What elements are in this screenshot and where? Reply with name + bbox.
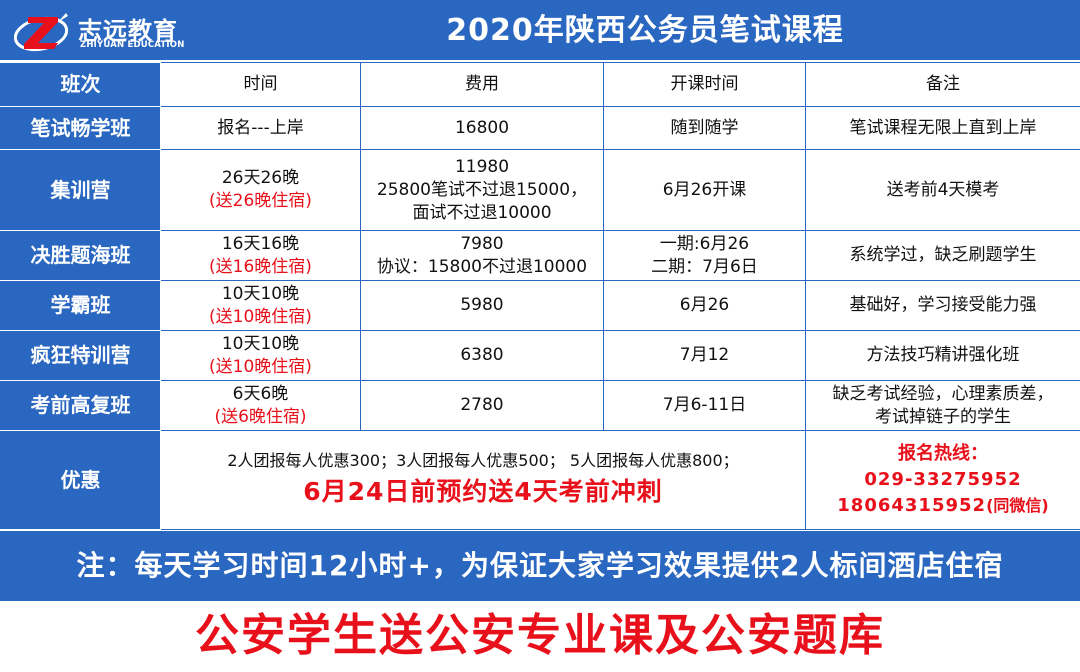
fee-text: 11980 bbox=[454, 156, 510, 177]
lodging-bonus: (送26晚住宿) bbox=[209, 191, 312, 211]
note-cell: 缺乏考试经验，心理素质差， 考试掉链子的学生 bbox=[805, 380, 1080, 431]
fee-text: 25800笔试不过退15000， bbox=[376, 179, 588, 200]
column-header-time: 时间 bbox=[160, 62, 361, 107]
time-text: 26天26晚 bbox=[221, 168, 300, 188]
note-text: 缺乏考试经验，心理素质差， bbox=[832, 383, 1054, 404]
brand-logo: 志远教育 ZHIYUAN EDUCATION bbox=[14, 9, 194, 55]
police-student-banner: 公安学生送公安专业课及公安题库 bbox=[0, 603, 1080, 672]
note-text: 考试掉链子的学生 bbox=[875, 406, 1011, 427]
class-name: 考前高复班 bbox=[0, 380, 161, 431]
time-text: 10天10晚 bbox=[221, 333, 300, 354]
start-text: 6月26 bbox=[679, 295, 730, 315]
note-cell: 笔试课程无限上直到上岸 bbox=[805, 106, 1080, 150]
start-text: 7月12 bbox=[679, 345, 730, 365]
note-text: 方法技巧精讲强化班 bbox=[866, 345, 1020, 365]
note-text: 系统学过，缺乏刷题学生 bbox=[849, 245, 1037, 265]
lodging-bonus: (送6晚住宿) bbox=[214, 406, 307, 427]
start-cell: 6月26开课 bbox=[603, 149, 806, 231]
fee-text: 5980 bbox=[460, 295, 504, 315]
class-name: 学霸班 bbox=[0, 280, 161, 331]
table-row: 学霸班 10天10晚 (送10晚住宿) 5980 6月26 基础好，学习接受能力… bbox=[0, 280, 1080, 331]
note-cell: 系统学过，缺乏刷题学生 bbox=[805, 230, 1080, 281]
group-discount-text: 2人团报每人优惠300；3人团报每人优惠500； 5人团报每人优惠800； bbox=[227, 451, 739, 470]
table-row: 考前高复班 6天6晚 (送6晚住宿) 2780 7月6-11日 缺乏考试经验，心… bbox=[0, 380, 1080, 431]
fee-cell: 2780 bbox=[360, 380, 604, 431]
time-text: 10天10晚 bbox=[221, 283, 300, 304]
note-cell: 送考前4天模考 bbox=[805, 149, 1080, 231]
promo-cell: 2人团报每人优惠300；3人团报每人优惠500； 5人团报每人优惠800； 6月… bbox=[160, 430, 806, 530]
lodging-bonus: (送10晚住宿) bbox=[209, 356, 312, 377]
note-text: 送考前4天模考 bbox=[886, 179, 1000, 200]
time-cell: 6天6晚 (送6晚住宿) bbox=[160, 380, 361, 431]
column-header-fee: 费用 bbox=[360, 62, 604, 107]
table-row: 笔试畅学班 报名---上岸 16800 随到随学 笔试课程无限上直到上岸 bbox=[0, 106, 1080, 150]
fee-cell: 7980 协议：15800不过退10000 bbox=[360, 230, 604, 281]
header-bar: 志远教育 ZHIYUAN EDUCATION 2020年陕西公务员笔试课程 bbox=[0, 0, 1080, 62]
column-header-start: 开课时间 bbox=[603, 62, 806, 107]
time-text: 16天16晚 bbox=[221, 233, 300, 254]
promo-label: 优惠 bbox=[0, 430, 161, 530]
table-header-row: 班次 时间 费用 开课时间 备注 bbox=[0, 62, 1080, 107]
start-text: 随到随学 bbox=[670, 117, 739, 138]
time-cell: 26天26晚 (送26晚住宿) bbox=[160, 149, 361, 231]
hotline-phone-mobile: 18064315952(同微信) bbox=[806, 493, 1080, 519]
class-name: 决胜题海班 bbox=[0, 230, 161, 281]
start-cell: 随到随学 bbox=[603, 106, 806, 150]
note-cell: 基础好，学习接受能力强 bbox=[805, 280, 1080, 331]
mobile-number[interactable]: 18064315952 bbox=[837, 495, 987, 516]
start-cell: 7月12 bbox=[603, 330, 806, 381]
column-header-class: 班次 bbox=[0, 62, 161, 107]
start-text: 7月6-11日 bbox=[662, 395, 747, 415]
class-name: 笔试畅学班 bbox=[0, 106, 161, 150]
fee-cell: 6380 bbox=[360, 330, 604, 381]
fee-text: 6380 bbox=[460, 345, 504, 365]
time-cell: 10天10晚 (送10晚住宿) bbox=[160, 330, 361, 381]
brand-name: 志远教育 bbox=[78, 17, 178, 45]
start-cell: 7月6-11日 bbox=[603, 380, 806, 431]
wechat-note: (同微信) bbox=[986, 496, 1049, 515]
table-row: 集训营 26天26晚 (送26晚住宿) 11980 25800笔试不过退1500… bbox=[0, 149, 1080, 231]
time-text: 报名---上岸 bbox=[217, 117, 304, 138]
start-cell: 6月26 bbox=[603, 280, 806, 331]
accommodation-note-bar: 注：每天学习时间12小时+，为保证大家学习效果提供2人标间酒店住宿 bbox=[0, 531, 1080, 601]
column-header-note: 备注 bbox=[805, 62, 1080, 107]
time-cell: 16天16晚 (送16晚住宿) bbox=[160, 230, 361, 281]
page-title: 2020年陕西公务员笔试课程 bbox=[446, 13, 844, 48]
time-text: 6天6晚 bbox=[232, 383, 289, 404]
zhiyuan-logo-icon bbox=[14, 13, 69, 52]
start-text: 6月26开课 bbox=[662, 179, 747, 200]
fee-text: 2780 bbox=[460, 395, 504, 415]
early-booking-offer: 6月24日前预约送4天考前冲刺 bbox=[303, 477, 663, 506]
fee-text: 16800 bbox=[454, 117, 510, 138]
fee-text: 7980 bbox=[460, 233, 504, 254]
hotline-phone-landline[interactable]: 029-33275952 bbox=[864, 469, 1022, 490]
note-text: 笔试课程无限上直到上岸 bbox=[849, 117, 1037, 138]
brand-subtitle: ZHIYUAN EDUCATION bbox=[80, 40, 185, 50]
class-name: 疯狂特训营 bbox=[0, 330, 161, 381]
course-table: 班次 时间 费用 开课时间 备注 笔试畅学班 报名---上岸 16800 随到随… bbox=[0, 62, 1080, 530]
fee-text: 协议：15800不过退10000 bbox=[376, 256, 588, 277]
note-cell: 方法技巧精讲强化班 bbox=[805, 330, 1080, 381]
promo-row: 优惠 2人团报每人优惠300；3人团报每人优惠500； 5人团报每人优惠800；… bbox=[0, 430, 1080, 530]
start-text: 二期：7月6日 bbox=[651, 256, 758, 277]
fee-text: 面试不过退10000 bbox=[412, 202, 552, 223]
table-row: 疯狂特训营 10天10晚 (送10晚住宿) 6380 7月12 方法技巧精讲强化… bbox=[0, 330, 1080, 381]
note-text: 基础好，学习接受能力强 bbox=[849, 295, 1037, 315]
lodging-bonus: (送16晚住宿) bbox=[209, 256, 312, 277]
start-text: 一期:6月26 bbox=[659, 233, 750, 254]
class-name: 集训营 bbox=[0, 149, 161, 231]
hotline-label: 报名热线： bbox=[898, 443, 988, 464]
time-cell: 10天10晚 (送10晚住宿) bbox=[160, 280, 361, 331]
fee-cell: 16800 bbox=[360, 106, 604, 150]
hotline-cell: 报名热线： 029-33275952 18064315952(同微信) bbox=[805, 430, 1080, 530]
fee-cell: 5980 bbox=[360, 280, 604, 331]
lodging-bonus: (送10晚住宿) bbox=[209, 306, 312, 327]
fee-cell: 11980 25800笔试不过退15000， 面试不过退10000 bbox=[360, 149, 604, 231]
table-row: 决胜题海班 16天16晚 (送16晚住宿) 7980 协议：15800不过退10… bbox=[0, 230, 1080, 281]
time-cell: 报名---上岸 bbox=[160, 106, 361, 150]
start-cell: 一期:6月26 二期：7月6日 bbox=[603, 230, 806, 281]
